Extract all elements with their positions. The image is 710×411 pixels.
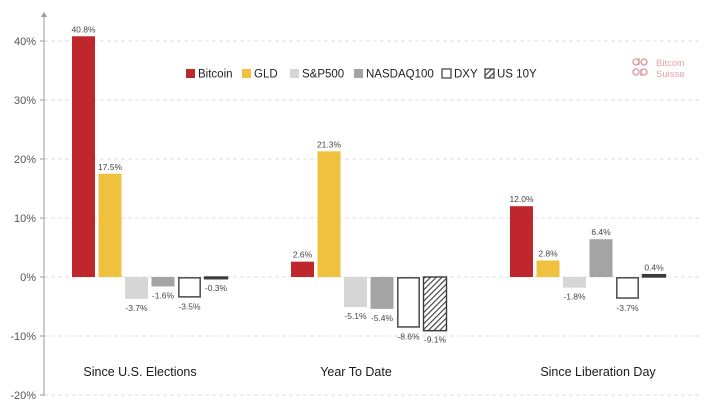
legend-swatch <box>290 69 299 78</box>
bar <box>422 276 448 332</box>
y-tick-label: 30% <box>14 95 36 107</box>
bar <box>125 277 148 299</box>
bar <box>589 239 613 277</box>
legend-label: DXY <box>454 69 478 81</box>
bar <box>563 277 586 288</box>
legend-label: GLD <box>254 69 278 81</box>
bar <box>151 277 175 287</box>
bar <box>203 276 229 280</box>
y-axis: 40% 30% 20% 10% 0% -10% -20% <box>10 12 47 402</box>
legend-swatch <box>242 69 251 78</box>
logo-text-line1: Bitcoin <box>656 58 685 69</box>
data-label: 17.5% <box>98 162 123 172</box>
legend: Bitcoin GLD S&P500 NASDAQ100 DXY US 10Y <box>186 68 537 81</box>
bar <box>641 273 667 278</box>
data-label: 12.0% <box>509 194 534 204</box>
data-label: -1.8% <box>563 292 586 302</box>
bar <box>370 277 394 309</box>
legend-swatch <box>484 68 495 79</box>
data-label: 40.8% <box>71 24 96 34</box>
bar <box>178 276 202 298</box>
data-label: -1.6% <box>152 290 175 300</box>
data-label: -3.7% <box>616 303 639 313</box>
category-label: Since Liberation Day <box>540 365 656 379</box>
logo-mark-icon <box>632 58 648 76</box>
bitcoin-suisse-logo: Bitcoin Suisse <box>632 58 685 80</box>
bars <box>72 36 667 332</box>
y-tick-label: 40% <box>14 36 36 48</box>
bar <box>510 206 533 277</box>
y-tick-label: -20% <box>10 390 36 402</box>
y-tick-label: 0% <box>20 272 36 284</box>
bar <box>98 173 122 277</box>
y-tick-label: -10% <box>10 331 36 343</box>
legend-label: US 10Y <box>497 69 537 81</box>
bar <box>291 261 314 277</box>
data-label: -9.1% <box>424 335 447 345</box>
legend-label: NASDAQ100 <box>366 69 434 81</box>
bar <box>344 277 367 308</box>
category-label: Year To Date <box>320 365 392 379</box>
logo-text-line2: Suisse <box>656 69 685 80</box>
gridlines <box>44 40 700 396</box>
y-tick-label: 10% <box>14 213 36 225</box>
data-label: -8.6% <box>397 332 420 342</box>
legend-label: S&P500 <box>302 69 344 81</box>
data-label: -5.4% <box>371 313 394 323</box>
bar <box>536 260 560 277</box>
data-label: 2.8% <box>538 248 558 258</box>
legend-swatch <box>354 69 363 78</box>
data-label: 2.6% <box>293 250 313 260</box>
category-labels: Since U.S. Elections Year To Date Since Li… <box>83 365 656 379</box>
bar <box>396 276 420 328</box>
data-label: -3.7% <box>125 303 148 313</box>
legend-label: Bitcoin <box>198 69 233 81</box>
data-label: -0.3% <box>205 283 228 293</box>
y-tick-label: 20% <box>14 154 36 166</box>
legend-swatch <box>441 68 452 79</box>
data-label: 6.4% <box>591 227 611 237</box>
bar <box>317 151 341 277</box>
data-label: -5.1% <box>344 311 367 321</box>
data-label: 21.3% <box>317 139 342 149</box>
category-label: Since U.S. Elections <box>83 365 196 379</box>
data-label: 0.4% <box>644 263 664 273</box>
data-label: -3.5% <box>178 302 201 312</box>
data-labels: 40.8% 17.5% -3.7% -1.6%-3.5% -0.3% 2.6% 21.3% -… <box>71 24 664 344</box>
y-axis-arrow-icon <box>41 12 47 17</box>
legend-swatch <box>186 69 195 78</box>
bar <box>615 276 639 299</box>
bar <box>72 36 95 277</box>
